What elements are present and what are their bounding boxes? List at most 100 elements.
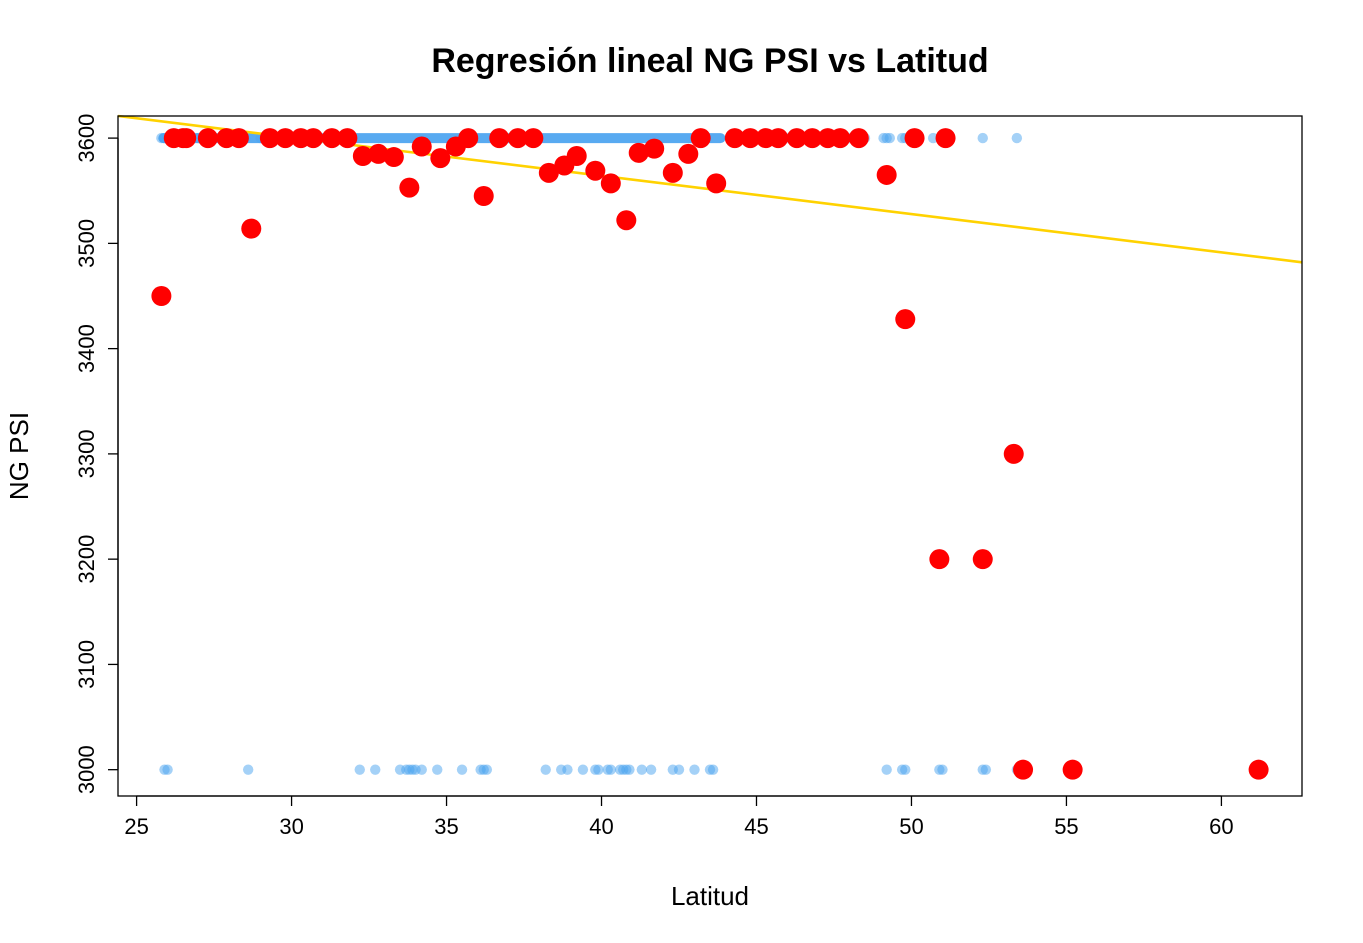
x-axis-label: Latitud xyxy=(671,881,749,911)
mean-data-point xyxy=(1013,759,1034,780)
raw-data-point xyxy=(370,764,381,775)
raw-data-point xyxy=(707,764,719,775)
raw-data-point xyxy=(540,764,551,775)
y-tick-label: 3100 xyxy=(74,640,99,689)
x-tick-label: 25 xyxy=(124,814,148,839)
raw-data-point xyxy=(881,764,892,775)
x-tick-label: 45 xyxy=(744,814,768,839)
mean-data-point xyxy=(876,164,897,185)
mean-data-point xyxy=(538,162,559,183)
mean-data-point xyxy=(644,138,665,159)
raw-data-point xyxy=(977,132,988,144)
mean-data-point xyxy=(706,173,727,194)
raw-data-point xyxy=(242,764,254,775)
raw-data-point xyxy=(673,764,685,775)
raw-data-point xyxy=(577,764,589,775)
raw-data-point xyxy=(605,764,617,775)
mean-data-point xyxy=(151,286,172,306)
mean-data-point xyxy=(473,186,494,206)
raw-data-point xyxy=(481,764,493,775)
raw-data-point xyxy=(1011,132,1023,144)
mean-data-point xyxy=(1062,759,1083,780)
raw-data-point xyxy=(624,764,635,775)
mean-data-point xyxy=(507,128,528,149)
mean-data-point xyxy=(241,218,262,239)
mean-data-point xyxy=(895,309,916,330)
mean-data-point xyxy=(678,143,699,164)
mean-data-point xyxy=(176,128,197,149)
mean-data-point xyxy=(585,160,606,181)
mean-data-point xyxy=(197,128,218,149)
chart-title: Regresión lineal NG PSI vs Latitud xyxy=(431,42,988,80)
mean-data-point xyxy=(228,128,249,149)
mean-data-point xyxy=(628,142,649,163)
raw-data-point xyxy=(937,764,948,775)
y-axis: 3000 3100 3200 3300 3400 3500 3600 xyxy=(74,114,119,794)
mean-data-point xyxy=(662,162,683,183)
mean-data-point xyxy=(724,128,745,149)
mean-data-point xyxy=(275,128,296,149)
mean-data-point xyxy=(802,128,823,149)
mean-data-point xyxy=(690,128,711,149)
mean-data-point xyxy=(935,128,956,149)
raw-data-point xyxy=(593,764,604,775)
raw-data-point xyxy=(689,764,700,775)
y-tick-label: 3500 xyxy=(74,219,99,268)
raw-data-point xyxy=(416,764,427,775)
y-tick-label: 3600 xyxy=(74,114,99,163)
mean-data-point xyxy=(411,136,432,157)
raw-data-point xyxy=(562,764,573,775)
y-tick-label: 3300 xyxy=(74,429,99,478)
mean-data-point xyxy=(399,177,420,198)
x-tick-label: 40 xyxy=(589,814,613,839)
x-tick-label: 60 xyxy=(1209,814,1233,839)
x-tick-label: 50 xyxy=(899,814,923,839)
raw-data-point xyxy=(980,764,992,775)
mean-data-point xyxy=(303,128,324,149)
x-tick-label: 55 xyxy=(1054,814,1078,839)
mean-data-point xyxy=(786,128,807,149)
y-tick-label: 3200 xyxy=(74,535,99,584)
raw-data-point xyxy=(354,764,365,775)
mean-data-point xyxy=(566,146,587,166)
mean-data-point xyxy=(489,128,510,149)
raw-data-point xyxy=(432,764,443,775)
raw-data-point xyxy=(884,132,895,144)
raw-data-point xyxy=(645,764,657,775)
mean-data-point xyxy=(368,143,389,164)
mean-data-point xyxy=(523,128,544,149)
mean-data-point xyxy=(616,210,637,231)
mean-data-point xyxy=(321,128,342,149)
plot-frame xyxy=(117,115,1303,797)
raw-data-point xyxy=(636,764,648,775)
mean-data-point xyxy=(740,128,761,149)
x-tick-label: 30 xyxy=(279,814,303,839)
mean-data-point xyxy=(904,128,925,149)
mean-data-point xyxy=(1003,443,1024,464)
mean-data-point xyxy=(430,148,451,169)
raw-data-points xyxy=(156,132,1023,775)
mean-data-point xyxy=(259,128,280,149)
mean-data-point xyxy=(1248,759,1269,780)
mean-data-point xyxy=(352,146,373,166)
mean-data-point xyxy=(458,128,479,149)
mean-data-point xyxy=(972,549,993,570)
mean-data-point xyxy=(337,128,358,149)
raw-data-point xyxy=(927,132,939,144)
mean-data-point xyxy=(929,549,950,570)
mean-data-point xyxy=(848,128,869,149)
mean-data-point xyxy=(383,147,404,168)
raw-data-point xyxy=(456,764,468,775)
mean-data-point xyxy=(600,173,621,194)
y-tick-label: 3000 xyxy=(74,745,99,794)
y-axis-label: NG PSI xyxy=(4,412,34,500)
mean-data-point xyxy=(768,128,789,149)
raw-data-point xyxy=(162,764,173,775)
mean-data-point xyxy=(830,128,851,149)
y-tick-label: 3400 xyxy=(74,324,99,373)
mean-data-points xyxy=(151,128,1269,780)
raw-data-point xyxy=(900,764,911,775)
x-tick-label: 35 xyxy=(434,814,458,839)
x-axis: 25 30 35 40 45 50 55 60 xyxy=(124,795,1234,839)
